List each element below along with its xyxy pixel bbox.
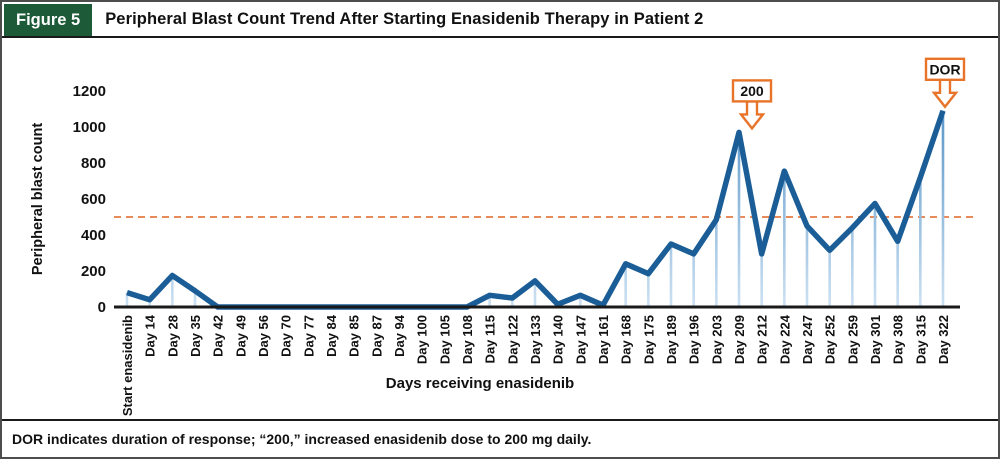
- x-tick-label: Day 322: [936, 315, 951, 364]
- x-tick-label: Day 115: [483, 315, 498, 363]
- x-tick-label: Day 85: [347, 315, 362, 357]
- x-tick-label: Day 315: [913, 315, 928, 364]
- x-tick-label: Day 56: [256, 315, 271, 357]
- figure-title-bar: Figure 5 Peripheral Blast Count Trend Af…: [2, 2, 998, 38]
- x-tick-label: Day 14: [143, 314, 158, 357]
- x-tick-label: Day 203: [709, 315, 724, 364]
- x-tick-label: Day 168: [619, 315, 634, 364]
- x-tick-label: Day 42: [211, 315, 226, 357]
- x-tick-label: Day 140: [551, 315, 566, 364]
- y-axis-title: Peripheral blast count: [30, 123, 46, 275]
- figure-footnote: DOR indicates duration of response; “200…: [2, 419, 998, 457]
- x-tick-label: Day 308: [891, 315, 906, 364]
- annotation-label: DOR: [929, 61, 960, 77]
- figure-number-badge: Figure 5: [4, 4, 93, 36]
- y-tick-label: 1000: [73, 119, 106, 136]
- y-tick-label: 400: [81, 227, 106, 244]
- x-tick-label: Day 252: [823, 315, 838, 364]
- x-tick-label: Day 224: [777, 314, 792, 364]
- x-axis-title: Days receiving enasidenib: [386, 375, 574, 392]
- x-tick-label: Day 212: [755, 315, 770, 364]
- y-tick-label: 0: [98, 299, 106, 316]
- chart-region: 0 200 400 600 800 1000 1200 Peripheral blast co…: [2, 38, 998, 421]
- figure-title: Peripheral Blast Count Trend After Start…: [105, 9, 704, 28]
- x-tick-label: Day 259: [845, 315, 860, 364]
- x-tick-label: Day 94: [392, 314, 407, 357]
- x-tick-label: Day 35: [188, 315, 203, 357]
- down-arrow-icon: [931, 78, 959, 109]
- x-tick-label: Day 301: [868, 315, 883, 364]
- y-tick-label: 200: [81, 263, 106, 280]
- blast-count-line-chart: 0 200 400 600 800 1000 1200 Peripheral blast co…: [30, 57, 975, 416]
- x-tick-label: Day 108: [460, 315, 475, 364]
- x-tick-label: Day 77: [301, 315, 316, 357]
- x-tick-label: Day 87: [369, 315, 384, 357]
- x-tick-label: Day 122: [505, 315, 520, 364]
- x-tick-label: Day 49: [233, 315, 248, 357]
- x-tick-label: Day 147: [573, 315, 588, 364]
- x-tick-label: Day 196: [687, 315, 702, 364]
- annotation-label: 200: [740, 83, 764, 99]
- x-tick-label: Day 28: [165, 315, 180, 357]
- x-tick-label: Start enasidenib: [120, 315, 135, 416]
- x-tick-label: Day 133: [528, 315, 543, 364]
- trend-line: [126, 109, 946, 310]
- x-tick-label: Day 247: [800, 315, 815, 364]
- x-tick-label: Day 175: [641, 315, 656, 364]
- x-tick-label: Day 84: [324, 314, 339, 357]
- down-arrow-icon: [738, 100, 766, 131]
- y-tick-label: 1200: [73, 83, 106, 100]
- annotation-box: [731, 79, 773, 103]
- y-tick-label: 800: [81, 155, 106, 172]
- x-tick-label: Day 161: [596, 315, 611, 364]
- x-tick-label: Day 105: [437, 315, 452, 364]
- x-tick-label: Day 209: [732, 315, 747, 364]
- x-tick-label: Day 189: [664, 315, 679, 364]
- x-tick-label: Day 100: [415, 315, 430, 364]
- y-tick-label: 600: [81, 191, 106, 208]
- x-tick-label: Day 70: [279, 315, 294, 357]
- annotation-box: [924, 57, 966, 81]
